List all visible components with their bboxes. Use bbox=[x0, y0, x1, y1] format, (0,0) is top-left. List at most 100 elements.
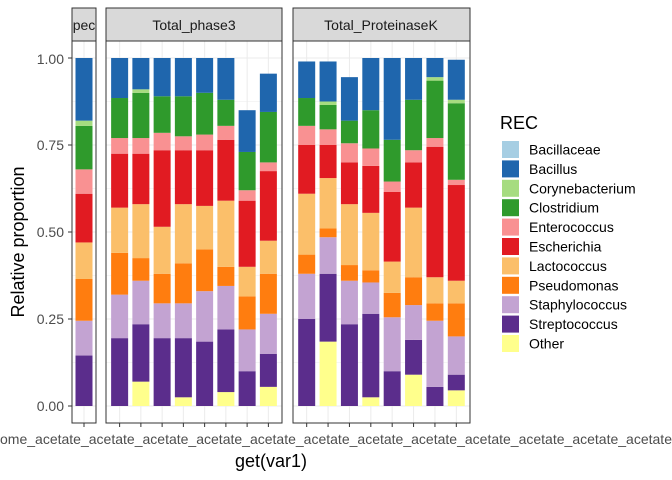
legend-label: Staphylococcus bbox=[529, 297, 627, 313]
legend-key bbox=[502, 296, 519, 314]
y-tick-marks bbox=[68, 57, 72, 407]
bar-segment-streptococcus bbox=[132, 324, 150, 382]
legend-label: Bacillaceae bbox=[529, 142, 601, 158]
bar-segment-clostridium bbox=[217, 99, 235, 126]
bar-segment-bacillus bbox=[217, 58, 235, 100]
bar-segment-pseudomonas bbox=[362, 270, 380, 283]
bar-segment-bacillus bbox=[383, 58, 401, 140]
bar-segment-pseudomonas bbox=[153, 273, 171, 304]
bar-segment-bacillus bbox=[340, 77, 358, 121]
legend-key bbox=[502, 315, 519, 333]
legend-label: Clostridium bbox=[529, 200, 599, 216]
y-tick-label: 0.50 bbox=[37, 224, 64, 240]
bar-segment-pseudomonas bbox=[111, 252, 129, 295]
bar-segment-staphylococcus bbox=[153, 303, 171, 339]
facet-strip bbox=[71, 7, 97, 42]
bar-segment-clostridium bbox=[196, 92, 214, 135]
bar-segment-lactococcus bbox=[259, 240, 277, 274]
bar-segment-enterococcus bbox=[111, 138, 129, 154]
bar-segment-staphylococcus bbox=[238, 329, 256, 372]
legend-key bbox=[502, 199, 519, 217]
bar-segment-escherichia bbox=[111, 153, 129, 208]
legend-label: Lactococcus bbox=[529, 258, 607, 274]
bar-segment-lactococcus bbox=[383, 261, 401, 293]
bar-segment-streptococcus bbox=[75, 355, 93, 406]
bar-segment-clostridium bbox=[319, 104, 337, 130]
bar-segment-pseudomonas bbox=[174, 263, 192, 304]
bar-segment-streptococcus bbox=[238, 371, 256, 406]
bar-segment-corynebacterium bbox=[319, 101, 337, 105]
bar-segment-other bbox=[259, 386, 277, 406]
bar-segment-enterococcus bbox=[153, 132, 171, 151]
bar-segment-pseudomonas bbox=[405, 277, 423, 306]
legend-key bbox=[502, 160, 519, 178]
legend: REC Bacillaceae Bacillus Corynebacterium Cl… bbox=[500, 113, 636, 352]
bar-segment-pseudomonas bbox=[340, 265, 358, 281]
bar-segment-clostridium bbox=[75, 125, 93, 170]
bar-segment-streptococcus bbox=[319, 273, 337, 342]
bar-segment-staphylococcus bbox=[362, 282, 380, 314]
bar-segment-staphylococcus bbox=[426, 320, 444, 387]
legend-label: Pseudomonas bbox=[529, 277, 619, 293]
bar-segment-staphylococcus bbox=[298, 273, 316, 319]
bar-segment-lactococcus bbox=[362, 212, 380, 271]
bar-segment-clostridium bbox=[259, 111, 277, 163]
bar-segment-bacillus bbox=[75, 58, 93, 121]
bar-segment-lactococcus bbox=[196, 205, 214, 250]
bar-segment-lactococcus bbox=[298, 193, 316, 255]
bar-segment-streptococcus bbox=[153, 338, 171, 406]
bar-segment-enterococcus bbox=[362, 148, 380, 166]
bar-segment-streptococcus bbox=[340, 324, 358, 406]
bar-segment-other bbox=[319, 341, 337, 406]
bar-segment-enterococcus bbox=[238, 190, 256, 201]
bar-segment-other bbox=[174, 397, 192, 406]
bar-segment-corynebacterium bbox=[447, 99, 465, 104]
bar-segment-clostridium bbox=[426, 80, 444, 139]
bar-segment-lactococcus bbox=[319, 178, 337, 229]
bar-segment-pseudomonas bbox=[447, 303, 465, 337]
bar-segment-bacillus bbox=[298, 61, 316, 99]
legend-label: Other bbox=[529, 336, 564, 352]
bar-segment-bacillus bbox=[132, 58, 150, 90]
bar-segment-clostridium bbox=[174, 96, 192, 137]
legend-label: Corynebacterium bbox=[529, 180, 636, 196]
y-tick-label: 1.00 bbox=[37, 51, 64, 67]
bar-segment-escherichia bbox=[238, 200, 256, 267]
bar-segment-enterococcus bbox=[75, 169, 93, 194]
facet-strip bbox=[105, 7, 283, 42]
bar-segment-streptococcus bbox=[362, 313, 380, 398]
bar-segment-escherichia bbox=[405, 162, 423, 208]
bar-segment-escherichia bbox=[447, 185, 465, 281]
bar-segment-streptococcus bbox=[383, 371, 401, 406]
bar-segment-escherichia bbox=[132, 153, 150, 205]
bar-segment-lactococcus bbox=[174, 204, 192, 264]
bar-segment-lactococcus bbox=[238, 266, 256, 297]
bar-segment-staphylococcus bbox=[174, 303, 192, 339]
bar-segment-escherichia bbox=[259, 171, 277, 241]
bar-segment-enterococcus bbox=[298, 125, 316, 145]
bar-segment-other bbox=[447, 390, 465, 406]
bar-segment-staphylococcus bbox=[447, 336, 465, 375]
bar-segment-corynebacterium bbox=[426, 77, 444, 81]
bar-segment-bacillus bbox=[405, 58, 423, 100]
bar-segment-escherichia bbox=[75, 193, 93, 243]
legend-key bbox=[502, 218, 519, 236]
bar-segment-bacillus bbox=[174, 58, 192, 97]
bar-segment-clostridium bbox=[362, 110, 380, 149]
legend-label: Streptococcus bbox=[529, 316, 618, 332]
bar-segment-escherichia bbox=[383, 191, 401, 262]
bar-segment-streptococcus bbox=[298, 319, 316, 406]
bar-segment-enterococcus bbox=[340, 143, 358, 163]
bar-segment-clostridium bbox=[238, 151, 256, 191]
bar-segment-pseudomonas bbox=[298, 254, 316, 274]
bar-segment-escherichia bbox=[217, 139, 235, 201]
bar-segment-escherichia bbox=[340, 162, 358, 205]
bar-segment-enterococcus bbox=[217, 125, 235, 140]
bar-segment-pseudomonas bbox=[383, 292, 401, 318]
facet-panel bbox=[105, 40, 283, 424]
bar-segment-staphylococcus bbox=[259, 313, 277, 354]
bar-segment-escherichia bbox=[298, 145, 316, 194]
facet-strip-label: Total_ProteinaseK bbox=[324, 17, 438, 33]
bar-segment-clostridium bbox=[383, 139, 401, 182]
bar-segment-clostridium bbox=[298, 98, 316, 126]
